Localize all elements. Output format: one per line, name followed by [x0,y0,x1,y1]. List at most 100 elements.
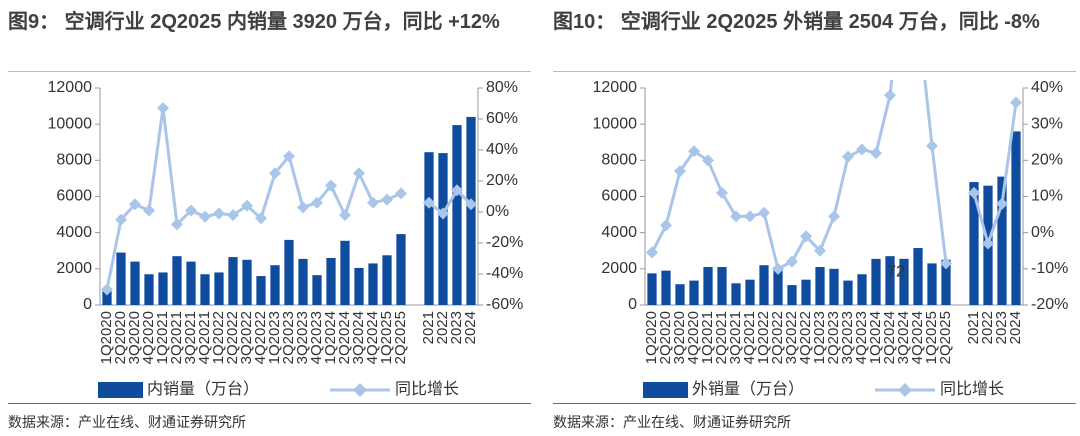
chart-title: 图10： 空调行业 2Q2025 外销量 2504 万台，同比 -8% [553,11,1040,33]
y-tick-label: 10000 [48,115,93,132]
panel: 图10： 空调行业 2Q2025 外销量 2504 万台，同比 -8% 0 200… [545,0,1080,436]
marker [367,196,379,209]
x-tick-label: 4Q2023 [853,311,870,364]
bar [703,267,713,305]
y-tick-label: 8000 [601,152,637,169]
marker [856,143,868,156]
bar [647,273,657,305]
marker [674,165,686,178]
marker [800,230,812,243]
legend-label: 同比增长 [395,380,459,398]
legend-label: 外销量（万台） [692,380,804,398]
line-group [101,102,477,296]
y2-tick-label: 40% [1031,79,1063,96]
x-tick-label: 2024 [462,311,479,344]
marker [968,186,980,199]
bar [102,290,112,305]
bar [256,276,266,305]
x-tick-label: 2Q2021 [168,311,185,364]
x-tick-label: 4Q2021 [741,311,758,364]
bar [843,280,853,305]
bar [745,279,755,305]
y2-tick-label: -20% [486,234,523,251]
x-tick-label: 2Q2022 [769,311,786,364]
x-tick-label: 1Q2022 [755,311,772,364]
y2-tick-label: 0% [1031,224,1054,241]
bar [899,258,909,305]
x-tick-label: 1Q2021 [699,311,716,364]
divider [8,71,531,72]
legend-swatch [98,382,143,398]
marker [688,145,700,158]
marker [199,210,211,223]
bar [424,152,434,305]
y-tick-label: 4000 [601,224,637,241]
x-tick-label: 4Q2023 [308,311,325,364]
bar [340,240,350,305]
x-tick-label: 1Q2020 [643,311,660,364]
legend-swatch [643,382,688,398]
divider [553,71,1076,72]
bar [997,176,1007,305]
marker [842,150,854,163]
bar [773,267,783,305]
bar [172,256,182,305]
marker [702,154,714,167]
bar [452,125,462,305]
bar [284,239,294,305]
marker [129,198,141,211]
x-tick-label: 1Q2024 [867,311,884,364]
bar [270,265,280,305]
x-tick-label: 3Q2021 [182,311,199,364]
bar [941,259,951,305]
bar [312,275,322,305]
y2-tick-label: -40% [486,265,523,282]
x-tick-label: 4Q2022 [797,311,814,364]
marker [325,179,337,192]
chart-title: 图9： 空调行业 2Q2025 内销量 3920 万台，同比 +12% [8,11,500,33]
bar [396,234,406,305]
y-tick-label: 6000 [56,188,92,205]
marker [395,187,407,200]
bar [731,283,741,305]
bar [787,285,797,305]
y-tick-label: 4000 [56,224,92,241]
marker [772,262,784,275]
y2-tick-label: 40% [486,141,518,158]
x-tick-label: 4Q2021 [196,311,213,364]
bar [815,267,825,305]
x-tick-label: 2Q2020 [657,311,674,364]
marker [996,197,1008,210]
x-tick-label: 2023 [993,311,1010,344]
line [105,107,473,290]
x-tick-label: 3Q2023 [839,311,856,364]
x-tick-label: 2Q2022 [224,311,241,364]
line-group [646,80,1022,275]
marker [758,206,770,219]
y-tick-label: 8000 [56,152,92,169]
bar [130,261,140,305]
legend-label: 同比增长 [940,380,1004,398]
x-tick-label: 1Q2022 [210,311,227,364]
marker [157,102,169,115]
source: 数据来源：产业在线、财通证券研究所 [8,414,246,430]
divider [553,403,1076,404]
bar [158,272,168,305]
y2-tick-label: 20% [1031,152,1063,169]
x-tick-label: 2023 [448,311,465,344]
bar [675,284,685,305]
bar [927,263,937,305]
x-tick-label: 1Q2024 [322,311,339,364]
marker [730,210,742,223]
y-tick-label: 0 [83,296,92,313]
y2-tick-label: -20% [1031,296,1068,313]
x-tick-label: 3Q2024 [895,311,912,364]
marker [465,198,477,211]
marker [185,204,197,217]
bar [913,248,923,305]
marker [1010,96,1022,109]
panel: 图9： 空调行业 2Q2025 内销量 3920 万台，同比 +12% 0 200… [0,0,535,436]
marker [926,139,938,152]
marker [828,210,840,223]
